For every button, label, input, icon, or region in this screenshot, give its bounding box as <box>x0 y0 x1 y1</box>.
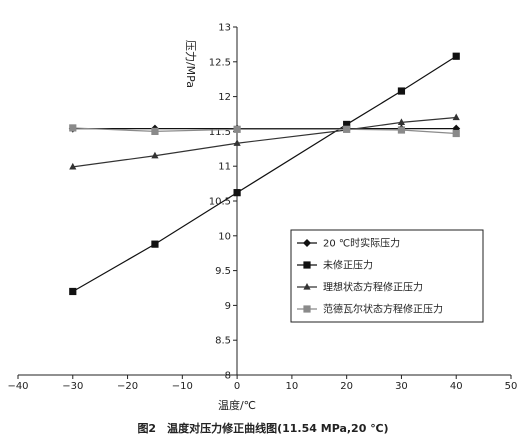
data-point-van-der-waals-corrected-pressure <box>151 127 159 135</box>
x-tick-label: −30 <box>62 381 83 392</box>
y-tick-label: 12.5 <box>209 57 231 68</box>
y-tick-label: 11 <box>218 162 231 173</box>
data-point-van-der-waals-corrected-pressure <box>69 124 77 132</box>
y-tick-label: 8.5 <box>215 336 231 347</box>
data-point-ideal-gas-corrected-pressure <box>69 162 77 170</box>
legend-swatch-marker <box>303 261 311 269</box>
data-point-ideal-gas-corrected-pressure <box>233 139 241 146</box>
data-point-van-der-waals-corrected-pressure <box>233 125 241 133</box>
y-tick-label: 10 <box>218 231 231 242</box>
legend-label: 未修正压力 <box>323 259 373 272</box>
legend-item-actual-pressure-20c: 20 ℃时实际压力 <box>297 237 400 250</box>
legend-item-uncorrected-pressure: 未修正压力 <box>297 259 373 272</box>
y-axis-title: 压力/MPa <box>184 40 197 88</box>
y-tick-label: 8 <box>225 371 231 382</box>
legend-item-van-der-waals-corrected-pressure: 范德瓦尔状态方程修正压力 <box>297 303 443 316</box>
x-tick-label: 40 <box>450 381 463 392</box>
x-axis-ticks: −40 −30 −20 −10 0 10 20 30 40 50 <box>7 375 517 392</box>
legend-item-ideal-gas-corrected-pressure: 理想状态方程修正压力 <box>297 281 423 294</box>
y-tick-label: 9.5 <box>215 266 231 277</box>
series-line-ideal-gas-corrected-pressure <box>72 116 457 168</box>
data-point-van-der-waals-corrected-pressure <box>343 125 351 133</box>
y-tick-label: 11.5 <box>209 127 231 138</box>
x-tick-label: 50 <box>505 381 518 392</box>
data-point-van-der-waals-corrected-pressure <box>397 126 406 134</box>
data-point-uncorrected-pressure <box>343 120 351 129</box>
legend-label: 范德瓦尔状态方程修正压力 <box>323 303 443 316</box>
series-line-uncorrected-pressure <box>72 55 457 292</box>
data-point-ideal-gas-corrected-pressure <box>397 118 406 125</box>
data-point-uncorrected-pressure <box>452 52 460 60</box>
data-point-ideal-gas-corrected-pressure <box>151 151 159 159</box>
figure-caption: 图2 温度对压力修正曲线图(11.54 MPa,20 ℃) <box>137 421 388 435</box>
x-tick-label: −10 <box>172 381 193 392</box>
legend-swatch-marker <box>303 283 311 290</box>
data-point-uncorrected-pressure <box>151 240 159 248</box>
x-tick-label: −40 <box>7 381 28 392</box>
legend-label: 20 ℃时实际压力 <box>323 237 400 250</box>
data-point-van-der-waals-corrected-pressure <box>452 129 460 138</box>
x-axis-title: 温度/℃ <box>218 398 256 412</box>
y-tick-label: 12 <box>218 92 231 103</box>
series-uncorrected-pressure <box>69 52 460 296</box>
x-tick-label: 20 <box>340 381 353 392</box>
data-point-uncorrected-pressure <box>233 189 241 197</box>
x-tick-label: 30 <box>395 381 408 392</box>
legend-swatch-marker <box>303 239 311 247</box>
data-point-uncorrected-pressure <box>69 287 77 296</box>
x-tick-label: 10 <box>286 381 299 392</box>
data-point-uncorrected-pressure <box>397 87 406 95</box>
series-ideal-gas-corrected-pressure <box>69 113 460 170</box>
y-tick-label: 9 <box>225 301 231 312</box>
axes <box>18 27 511 376</box>
y-axis-ticks: 8 8.5 9 9.5 10 10.5 11 11.5 12 12.5 13 <box>209 23 237 382</box>
y-tick-label: 13 <box>218 23 231 34</box>
y-tick-label: 10.5 <box>209 197 231 208</box>
legend-swatch-marker <box>303 305 311 313</box>
x-tick-label: 0 <box>234 381 240 392</box>
legend-box <box>290 229 484 323</box>
series-van-der-waals-corrected-pressure <box>69 124 460 138</box>
data-point-ideal-gas-corrected-pressure <box>452 113 460 121</box>
series-group <box>68 52 461 296</box>
series-line-van-der-waals-corrected-pressure <box>72 127 457 135</box>
legend-label: 理想状态方程修正压力 <box>323 281 423 294</box>
x-tick-label: −20 <box>117 381 138 392</box>
